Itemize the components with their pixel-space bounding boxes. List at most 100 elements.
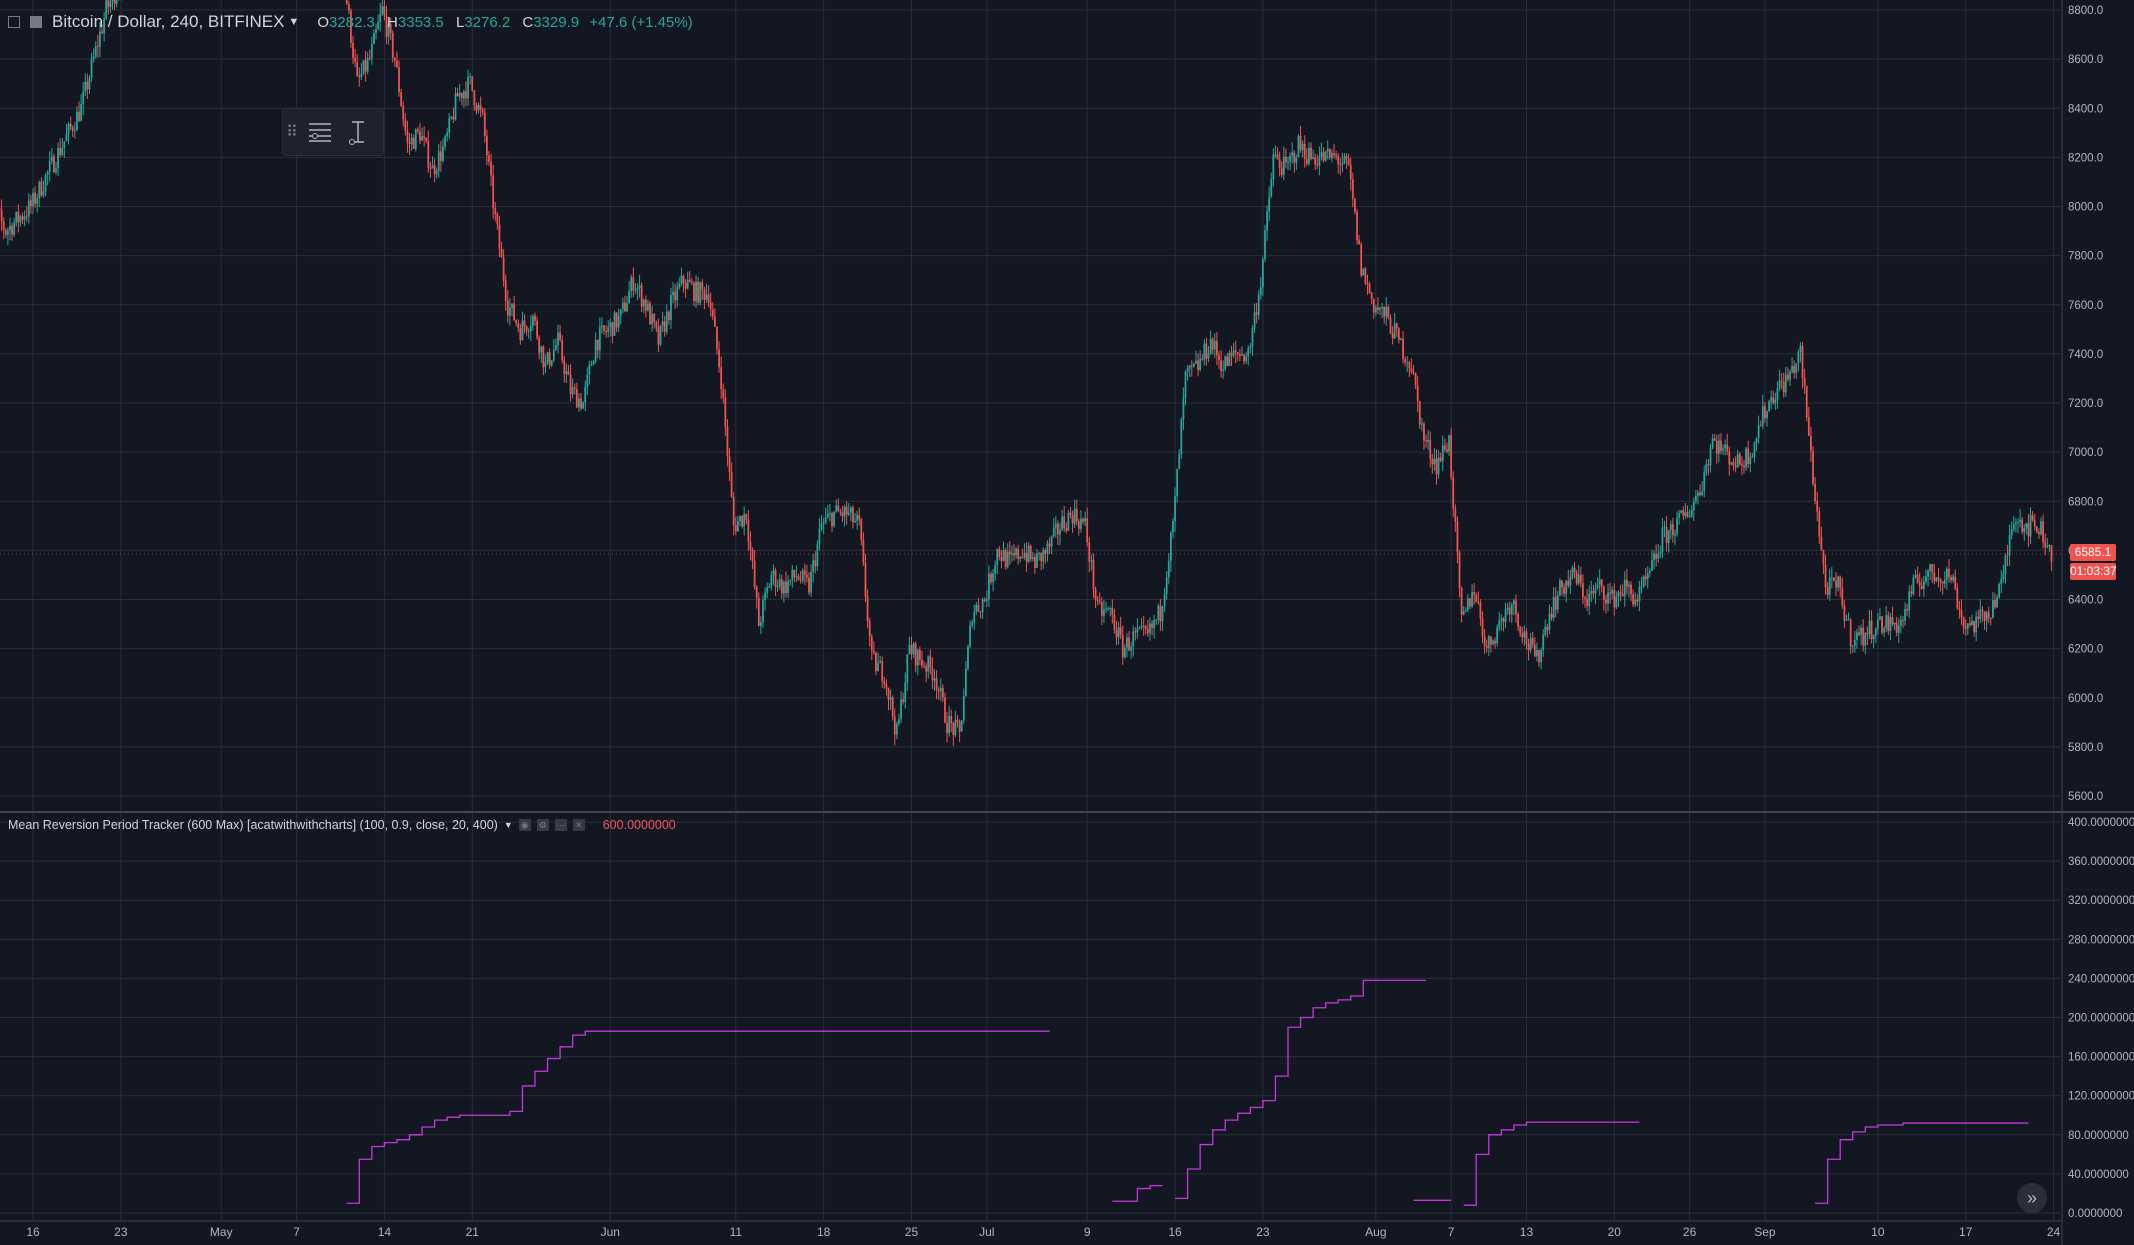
candle: [1506, 602, 1509, 616]
candle: [1406, 356, 1409, 372]
candle: [1983, 610, 1986, 630]
candle: [743, 506, 746, 536]
price-tick-label: 6400.0: [2068, 595, 2103, 607]
candle: [1968, 616, 1971, 628]
candle: [458, 83, 461, 102]
candle: [1759, 420, 1762, 427]
candle: [1883, 626, 1886, 638]
visibility-icon[interactable]: [30, 16, 42, 28]
candle: [21, 212, 24, 225]
candle: [1077, 518, 1080, 536]
candle: [515, 319, 518, 327]
candle: [1902, 615, 1904, 629]
candle: [578, 393, 580, 412]
candle: [442, 138, 444, 163]
candle: [1243, 353, 1245, 365]
candle: [471, 76, 474, 92]
close-icon[interactable]: ✕: [572, 819, 585, 831]
candle: [787, 575, 789, 599]
candle: [1427, 429, 1430, 450]
close-value: 3329.9: [533, 13, 580, 31]
candle: [1094, 586, 1097, 608]
candle: [1466, 594, 1469, 613]
candle: [488, 150, 490, 166]
candle: [1820, 526, 1823, 552]
price-tick-label: 7600.0: [2068, 300, 2103, 312]
candle: [404, 113, 407, 136]
candle: [111, 0, 114, 10]
measure-button[interactable]: [339, 112, 377, 152]
candle: [1238, 348, 1241, 362]
candle: [1349, 157, 1352, 191]
candle: [1542, 629, 1545, 657]
price-tick-label: 5800.0: [2068, 742, 2103, 754]
candle: [1226, 353, 1229, 367]
collapse-icon[interactable]: [8, 16, 20, 28]
eye-icon[interactable]: ◉: [518, 819, 531, 831]
candle: [479, 96, 482, 118]
symbol-title[interactable]: Bitcoin / Dollar, 240, BITFINEX: [52, 12, 285, 31]
candle: [914, 641, 917, 673]
candle: [454, 87, 457, 121]
candle: [663, 315, 666, 337]
candle: [446, 127, 449, 142]
measure-icon: [349, 121, 364, 145]
candle: [1377, 297, 1379, 315]
candle: [596, 339, 599, 359]
candle: [686, 271, 689, 290]
candle: [467, 69, 469, 106]
indicator-title[interactable]: Mean Reversion Period Tracker (600 Max) …: [8, 818, 498, 832]
candle: [1343, 153, 1346, 165]
price-tick-label: 7800.0: [2068, 251, 2103, 263]
candle: [676, 281, 679, 308]
candle: [1711, 433, 1714, 450]
indicator-tick-label: 80.0000000: [2068, 1130, 2129, 1142]
candle: [498, 215, 501, 257]
candle: [1640, 577, 1643, 594]
candle: [1870, 610, 1873, 644]
candle: [383, 0, 386, 21]
candle: [1674, 529, 1676, 546]
candle: [586, 367, 589, 395]
candle: [1220, 349, 1222, 378]
candle: [1395, 322, 1398, 337]
chevron-down-icon[interactable]: ▼: [503, 820, 513, 830]
candle: [611, 321, 614, 344]
candle: [952, 721, 955, 746]
candle: [1289, 152, 1291, 171]
candle: [1182, 387, 1185, 430]
candle: [1730, 461, 1733, 466]
candle: [1864, 631, 1867, 655]
drag-handle-icon[interactable]: ⠿: [286, 124, 298, 141]
candle: [536, 316, 538, 340]
line-style-button[interactable]: [301, 112, 339, 152]
candle: [772, 564, 775, 585]
more-icon[interactable]: ⋯: [554, 819, 567, 831]
candle: [1632, 589, 1635, 607]
candle: [1592, 584, 1595, 599]
candle: [987, 565, 990, 607]
candle: [1310, 142, 1312, 161]
candle: [101, 24, 103, 35]
settings-icon[interactable]: ⚙: [536, 819, 549, 831]
candle: [65, 123, 68, 142]
candle: [99, 21, 101, 58]
candle: [1661, 518, 1664, 559]
candle: [2027, 513, 2030, 547]
indicator-line: [346, 1030, 1050, 1204]
candle: [1021, 548, 1024, 559]
candle: [1192, 362, 1195, 368]
candle: [1360, 242, 1363, 278]
candle: [1776, 381, 1779, 409]
candle: [1119, 616, 1122, 640]
candle: [1837, 575, 1840, 592]
candle: [1960, 599, 1963, 625]
candle: [1590, 580, 1593, 602]
candle: [1981, 606, 1984, 622]
chevron-down-icon[interactable]: ▼: [288, 16, 300, 28]
candle: [1550, 606, 1553, 621]
scroll-to-realtime-button[interactable]: »: [2017, 1183, 2047, 1213]
candle: [46, 170, 49, 186]
candle: [1117, 621, 1120, 645]
